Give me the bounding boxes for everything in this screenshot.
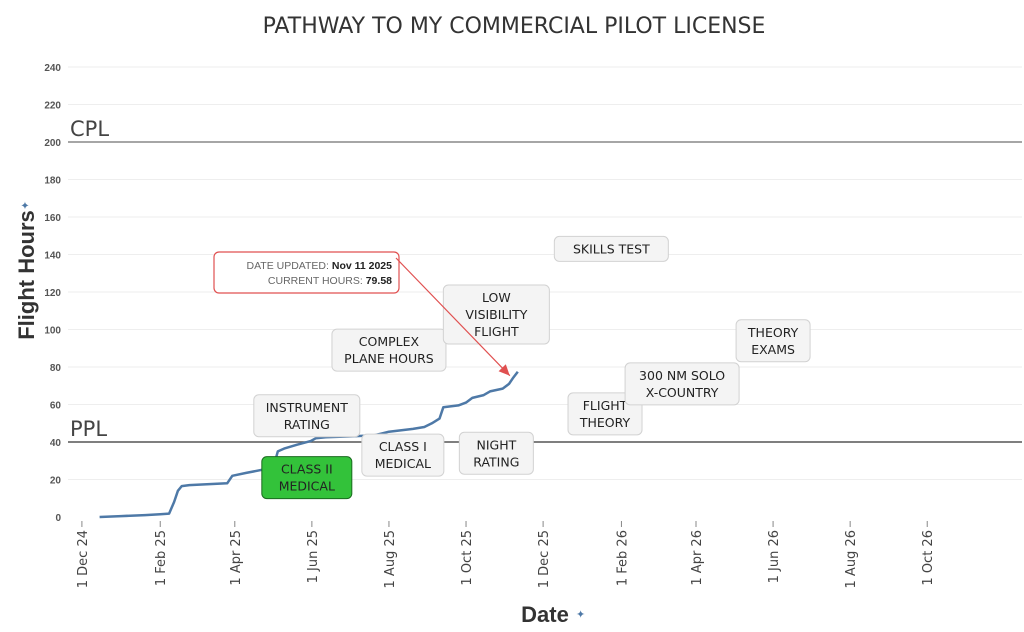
chart-title: PATHWAY TO MY COMMERCIAL PILOT LICENSE [263, 14, 766, 39]
milestone-low-visibility-flight-label: FLIGHT [474, 324, 519, 339]
y-tick-label: 0 [55, 513, 61, 524]
x-axis-pin-icon: ✦ [576, 609, 585, 621]
milestone-theory-exams-label: EXAMS [751, 342, 795, 357]
milestone-class-ii-medical: CLASS II MEDICAL [261, 456, 353, 500]
milestone-night-rating-label: RATING [473, 454, 519, 469]
milestone-skills-test-box [553, 235, 669, 262]
y-tick-label: 40 [50, 438, 62, 449]
milestone-flight-theory-label: THEORY [579, 415, 631, 430]
milestone-low-visibility-flight-label: VISIBILITY [465, 307, 527, 322]
x-tick-label: 1 Oct 25 [460, 530, 475, 586]
y-axis-title: Flight Hours [14, 210, 39, 340]
status-arrow [395, 257, 511, 377]
ref-label-ppl: PPL [70, 417, 107, 441]
milestone-300nm-solo-label: 300 NM SOLO [639, 368, 725, 383]
milestone-complex-plane-hours: COMPLEX PLANE HOURS [331, 328, 447, 372]
y-tick-label: 20 [50, 476, 62, 487]
milestone-instrument-rating-label: RATING [284, 417, 330, 432]
milestone-flight-theory-box [567, 392, 643, 436]
milestone-theory-exams-box [735, 319, 811, 363]
status-arrow-head [498, 364, 510, 376]
x-tick-label: 1 Apr 26 [690, 530, 705, 586]
status-hours: CURRENT HOURS: 79.58 [268, 275, 392, 287]
y-tick-label: 100 [44, 326, 61, 337]
y-tick-label: 160 [44, 213, 61, 224]
milestone-flight-theory: FLIGHT THEORY [567, 392, 643, 436]
milestone-class-ii-medical-label: MEDICAL [279, 479, 335, 494]
milestone-low-visibility-flight-label: LOW [482, 290, 511, 305]
y-tick-label: 200 [44, 138, 61, 149]
milestone-complex-plane-hours-label: COMPLEX [359, 334, 420, 349]
milestone-skills-test-label: SKILLS TEST [573, 241, 650, 256]
milestone-300nm-solo: 300 NM SOLO X-COUNTRY [624, 362, 740, 406]
x-tick-label: 1 Feb 25 [154, 530, 169, 586]
milestone-low-visibility-flight-box [442, 284, 550, 345]
ref-label-cpl: CPL [70, 117, 109, 141]
milestone-theory-exams: THEORY EXAMS [735, 319, 811, 363]
x-tick-label: 1 Aug 25 [383, 530, 398, 588]
milestone-flight-theory-label: FLIGHT [583, 398, 628, 413]
milestone-class-i-medical-box [361, 433, 445, 477]
x-tick-label: 1 Oct 26 [921, 530, 936, 586]
milestone-theory-exams-label: THEORY [747, 325, 799, 340]
milestone-class-i-medical: CLASS I MEDICAL [361, 433, 445, 477]
x-axis-label: Date [521, 602, 569, 627]
x-tick-label: 1 Apr 25 [229, 530, 244, 586]
x-tick-label: 1 Aug 26 [844, 530, 859, 588]
milestone-300nm-solo-label: X-COUNTRY [646, 385, 719, 400]
y-axis-pin-icon: ✦ [20, 201, 32, 210]
milestone-night-rating: NIGHT RATING [458, 431, 534, 475]
milestone-class-i-medical-label: CLASS I [379, 439, 427, 454]
milestone-low-visibility-flight: LOW VISIBILITY FLIGHT [442, 284, 550, 345]
milestone-class-i-medical-label: MEDICAL [375, 456, 431, 471]
y-tick-label: 220 [44, 101, 61, 112]
milestone-complex-plane-hours-label: PLANE HOURS [344, 351, 434, 366]
milestone-complex-plane-hours-box [331, 328, 447, 372]
milestone-300nm-solo-box [624, 362, 740, 406]
y-tick-label: 60 [50, 401, 62, 412]
milestone-night-rating-box [458, 431, 534, 475]
milestone-instrument-rating-label: INSTRUMENT [266, 400, 348, 415]
y-tick-label: 240 [44, 63, 61, 74]
status-hours-value: 79.58 [366, 275, 392, 287]
milestone-night-rating-label: NIGHT [476, 437, 516, 452]
status-box [213, 251, 400, 294]
x-tick-label: 1 Jun 26 [767, 530, 782, 583]
y-axis-label: Flight Hours [14, 210, 39, 340]
x-tick-label: 1 Jun 25 [306, 530, 321, 583]
x-tick-label: 1 Dec 25 [537, 530, 552, 588]
milestone-skills-test: SKILLS TEST [553, 235, 669, 262]
y-tick-label: 180 [44, 176, 61, 187]
series-line-flight-hours [99, 370, 519, 519]
milestone-class-ii-medical-label: CLASS II [281, 462, 333, 477]
x-tick-label: 1 Feb 26 [615, 530, 630, 586]
milestone-instrument-rating: INSTRUMENT RATING [253, 394, 361, 438]
milestone-instrument-rating-box [253, 394, 361, 438]
y-tick-label: 140 [44, 251, 61, 262]
status-date-value: Nov 11 2025 [332, 260, 392, 272]
y-tick-label: 80 [50, 363, 62, 374]
milestone-class-ii-medical-box [261, 456, 353, 500]
y-tick-label: 120 [44, 288, 61, 299]
status-date: DATE UPDATED: Nov 11 2025 [246, 260, 392, 272]
x-tick-label: 1 Dec 24 [76, 530, 91, 588]
